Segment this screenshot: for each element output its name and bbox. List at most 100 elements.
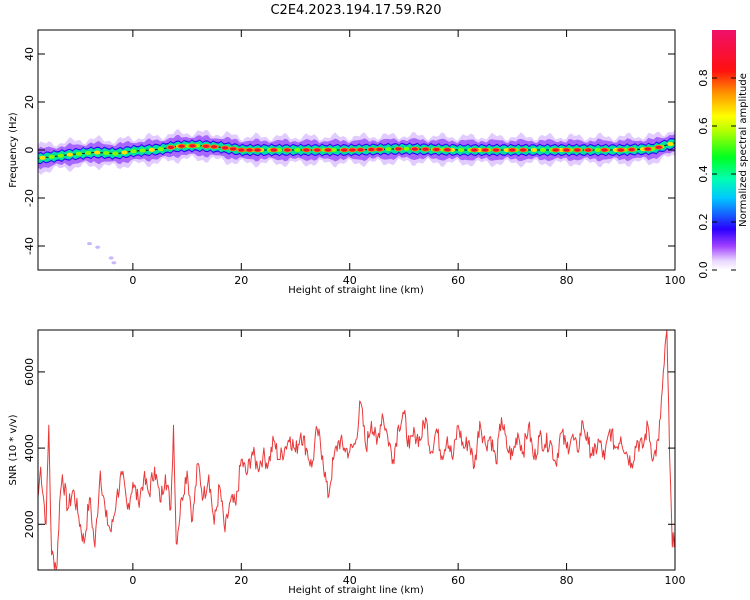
spectrogram-y-tick-label: 40: [23, 47, 36, 61]
spectrogram-x-tick-label: 20: [234, 274, 248, 287]
band-blob: [539, 148, 547, 152]
band-blob: [103, 151, 110, 156]
spectrogram-y-tick-label: -40: [23, 237, 36, 255]
hot-spot: [210, 145, 218, 149]
band-blob: [403, 146, 410, 151]
hot-spot: [167, 145, 175, 149]
hot-spot: [655, 145, 662, 149]
hot-spot: [341, 148, 348, 152]
hot-spot: [221, 146, 229, 150]
hot-spot: [349, 148, 356, 152]
figure-title: C2E4.2023.194.17.59.R20: [270, 3, 441, 18]
band-blob: [385, 147, 392, 152]
band-blob: [139, 148, 146, 153]
hot-spot: [270, 148, 278, 152]
band-blob: [84, 151, 92, 156]
isolated-point: [87, 242, 93, 246]
band-blob: [93, 150, 101, 155]
hot-spot: [229, 147, 237, 151]
snr-y-tick-label: 4000: [23, 434, 36, 462]
colorbar: 0.0 0.2 0.4 0.6 0.8 Normalized spectral ampl…: [697, 30, 749, 279]
isolated-point: [108, 256, 114, 260]
snr-x-tick-label: 100: [665, 574, 686, 587]
spectrogram-y-tick-label: 20: [23, 95, 36, 109]
hot-spot: [422, 147, 429, 151]
spectrogram-y-tick-label: -20: [23, 189, 36, 207]
hot-spot: [563, 148, 570, 152]
hot-spot: [284, 148, 291, 152]
snr-x-tick-label: 20: [234, 574, 248, 587]
hot-spot: [644, 147, 652, 151]
isolated-point: [111, 261, 117, 265]
hot-spot: [628, 148, 635, 152]
hot-spot: [585, 148, 592, 152]
band-blob: [130, 149, 137, 154]
hot-spot: [178, 144, 185, 148]
band-blob: [530, 148, 538, 152]
hot-spot: [482, 148, 489, 152]
hot-spot: [520, 148, 527, 152]
colorbar-tick-label: 0.2: [697, 213, 710, 231]
band-blob: [330, 148, 337, 152]
colorbar-tick-label: 0.4: [697, 165, 710, 183]
hot-spot: [411, 147, 418, 151]
spectrogram-x-tick-label: 100: [665, 274, 686, 287]
colorbar-tick-label: 0.0: [697, 261, 710, 279]
band-blob: [39, 155, 46, 160]
spectrogram-x-label: Height of straight line (km): [288, 285, 424, 296]
band-blob: [667, 142, 674, 147]
hot-spot: [509, 148, 516, 152]
hot-spot: [313, 148, 321, 152]
spectral-band: [38, 129, 675, 175]
band-blob: [75, 151, 83, 156]
band-blob: [157, 147, 165, 152]
hot-spot: [395, 147, 402, 151]
snr-x-tick-label: 80: [560, 574, 574, 587]
snr-x-tick-label: 40: [343, 574, 357, 587]
band-blob: [457, 148, 465, 152]
snr-y-label: SNR (10 * v/v): [8, 414, 19, 485]
snr-x-tick-label: 0: [129, 574, 136, 587]
spectrogram-x-ticks: 0 20 40 60 80 100: [129, 30, 686, 287]
hot-spot: [471, 148, 478, 152]
isolated-points: [87, 242, 117, 265]
band-blob: [112, 151, 119, 156]
spectrogram-y-ticks: -40 -20 0 20 40: [23, 47, 675, 255]
hot-spot: [238, 148, 245, 152]
band-blob: [503, 148, 510, 152]
hot-spot: [617, 148, 624, 152]
snr-series-line: [38, 330, 675, 570]
snr-x-label: Height of straight line (km): [288, 585, 424, 596]
hot-spot: [552, 148, 559, 152]
hot-spot: [601, 148, 608, 152]
band-blob: [57, 153, 64, 158]
snr-y-tick-label: 6000: [23, 358, 36, 386]
spectrogram-x-tick-label: 0: [129, 274, 136, 287]
band-blob: [148, 147, 155, 152]
snr-y-tick-label: 2000: [23, 510, 36, 538]
isolated-point: [95, 245, 101, 249]
colorbar-gradient: [712, 30, 736, 270]
snr-x-tick-label: 60: [451, 574, 465, 587]
band-blob: [594, 148, 601, 152]
hot-spot: [202, 144, 210, 148]
hot-spot: [246, 148, 253, 152]
band-blob: [48, 154, 55, 159]
spectrogram-panel: 0 20 40 60 80 100 -40 -20 0 20 40 Height of strai…: [8, 29, 686, 296]
spectrogram-y-tick-label: 0: [23, 147, 36, 154]
hot-spot: [324, 148, 332, 152]
hot-spot: [574, 148, 581, 152]
band-blob: [121, 150, 128, 155]
snr-y-ticks: 2000 4000 6000: [23, 358, 675, 538]
snr-panel: 0 20 40 60 80 100 2000 4000 6000 Height of stra…: [8, 329, 686, 596]
colorbar-ticks: 0.0 0.2 0.4 0.6 0.8: [697, 69, 736, 279]
spectrogram-x-tick-label: 80: [560, 274, 574, 287]
hot-spot: [492, 148, 500, 152]
colorbar-tick-label: 0.6: [697, 117, 710, 135]
hot-spot: [303, 148, 310, 152]
spectrogram-x-tick-label: 40: [343, 274, 357, 287]
hot-spot: [444, 148, 451, 152]
spectrogram-y-label: Frequency (Hz): [8, 112, 19, 188]
snr-frame: [37, 329, 676, 571]
